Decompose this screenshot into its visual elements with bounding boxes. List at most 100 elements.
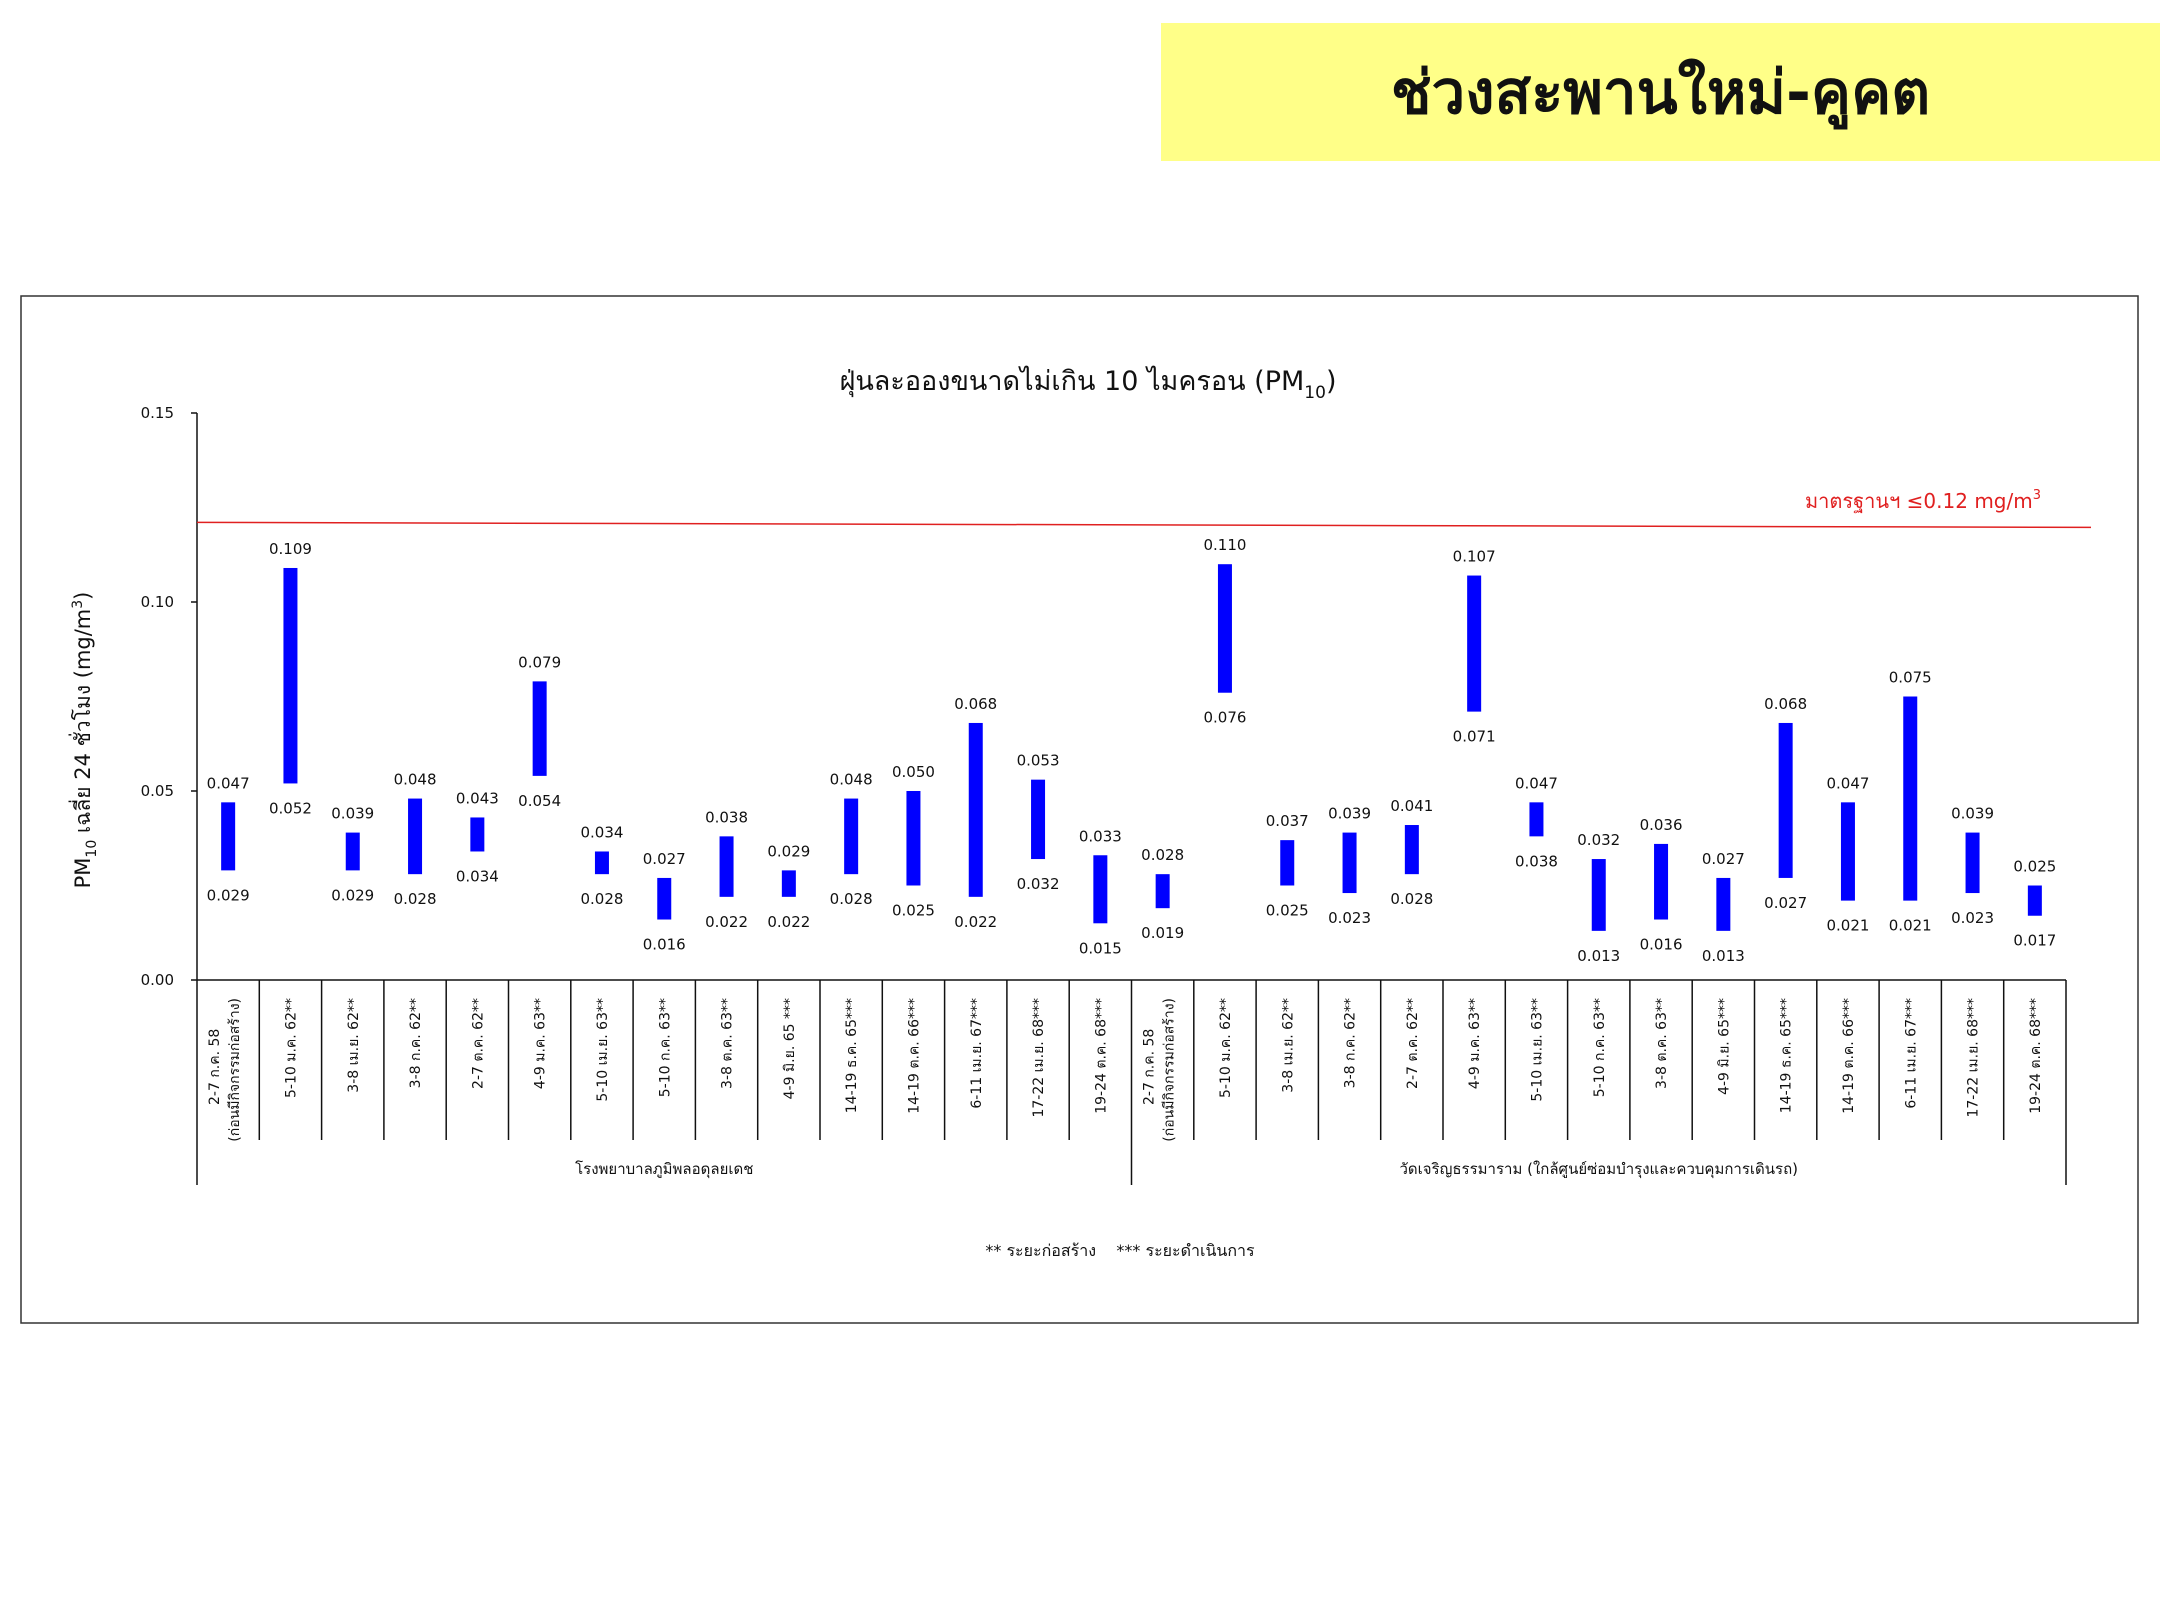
min-value-label: 0.013 <box>1702 947 1745 965</box>
range-bar <box>781 870 796 897</box>
x-category-label: 5-10 ก.ค. 63** <box>657 998 673 1097</box>
max-value-label: 0.050 <box>892 763 935 781</box>
y-tick-label: 0.10 <box>141 593 174 611</box>
min-value-label: 0.032 <box>1017 875 1060 893</box>
chart-title: ฝุ่นละอองขนาดไม่เกิน 10 ไมครอน (PM10) <box>840 366 1337 403</box>
x-category-label: 19-24 ต.ค. 68*** <box>1093 998 1109 1114</box>
max-value-label: 0.039 <box>1951 805 1994 823</box>
max-value-label: 0.043 <box>456 789 499 807</box>
min-value-label: 0.023 <box>1951 909 1994 927</box>
max-value-label: 0.079 <box>518 653 561 671</box>
max-value-label: 0.068 <box>1764 695 1807 713</box>
standard-label: มาตรฐานฯ ≤0.12 mg/m3 <box>1805 488 2041 513</box>
min-value-label: 0.023 <box>1328 909 1371 927</box>
range-bar <box>1031 779 1046 860</box>
range-bar <box>1467 575 1482 712</box>
min-value-label: 0.019 <box>1141 924 1184 942</box>
x-category-label: 6-11 เม.ย. 67*** <box>969 998 985 1109</box>
max-value-label: 0.047 <box>1515 774 1558 792</box>
min-value-label: 0.016 <box>643 936 686 954</box>
chart-frame <box>20 295 2139 1324</box>
min-value-label: 0.022 <box>705 913 748 931</box>
range-bar <box>906 791 921 886</box>
min-value-label: 0.021 <box>1826 917 1869 935</box>
x-category-label: 4-9 ม.ค. 63** <box>1467 998 1483 1089</box>
x-category-label: 3-8 เม.ย. 62** <box>346 998 362 1093</box>
range-bar <box>1965 832 1980 894</box>
max-value-label: 0.068 <box>954 695 997 713</box>
x-category-label: 3-8 ต.ค. 63** <box>720 998 736 1089</box>
min-value-label: 0.029 <box>331 886 374 904</box>
range-bar <box>221 802 236 871</box>
group-label: โรงพยาบาลภูมิพลอดุลยเดช <box>575 1160 753 1179</box>
x-category-label: 2-7 ก.ค. 58 <box>1142 1029 1158 1105</box>
min-value-label: 0.016 <box>1640 936 1683 954</box>
x-category-label: (ก่อนมีกิจกรรมก่อสร้าง) <box>1162 998 1178 1142</box>
x-category-label: 2-7 ต.ค. 62** <box>1405 998 1421 1089</box>
x-category-label: 14-19 ธ.ค. 65*** <box>844 998 860 1113</box>
range-bar <box>2027 885 2042 916</box>
x-category-label: 5-10 ม.ค. 62** <box>1218 998 1234 1098</box>
min-value-label: 0.022 <box>954 913 997 931</box>
x-category-label: 14-19 ธ.ค. 65*** <box>1779 998 1795 1113</box>
max-value-label: 0.041 <box>1390 797 1433 815</box>
max-value-label: 0.033 <box>1079 827 1122 845</box>
range-bar <box>1840 802 1855 901</box>
max-value-label: 0.038 <box>705 808 748 826</box>
x-category-label: 4-9 ม.ค. 63** <box>533 998 549 1089</box>
range-bar <box>719 836 734 897</box>
x-category-label: 5-10 ก.ค. 63** <box>1592 998 1608 1097</box>
min-value-label: 0.038 <box>1515 852 1558 870</box>
max-value-label: 0.075 <box>1889 669 1932 687</box>
min-value-label: 0.034 <box>456 867 499 885</box>
min-value-label: 0.013 <box>1577 947 1620 965</box>
range-bar <box>1716 877 1731 931</box>
min-value-label: 0.071 <box>1453 728 1496 746</box>
x-category-label: 5-10 ม.ค. 62** <box>283 998 299 1098</box>
max-value-label: 0.032 <box>1577 831 1620 849</box>
x-category-label: 5-10 เม.ย. 63** <box>595 998 611 1102</box>
max-value-label: 0.025 <box>2013 858 2056 876</box>
range-bar <box>532 681 547 776</box>
y-axis-label: PM10 เฉลี่ย 24 ชั่วโมง (mg/m3) <box>68 592 100 889</box>
range-bar <box>1280 840 1295 886</box>
group-label: วัดเจริญธรรมาราม (ใกล้ศูนย์ซ่อมบำรุงและค… <box>1399 1160 1798 1179</box>
y-tick-label: 0.05 <box>141 782 174 800</box>
min-value-label: 0.022 <box>767 913 810 931</box>
max-value-label: 0.027 <box>1702 850 1745 868</box>
page-title-banner: ช่วงสะพานใหม่-คูคต <box>1161 23 2160 161</box>
max-value-label: 0.107 <box>1453 548 1496 566</box>
x-category-label: 6-11 เม.ย. 67*** <box>1903 998 1919 1109</box>
min-value-label: 0.021 <box>1889 917 1932 935</box>
range-bar <box>594 851 609 875</box>
min-value-label: 0.052 <box>269 799 312 817</box>
x-category-label: 3-8 ต.ค. 63** <box>1654 998 1670 1089</box>
x-category-label: 3-8 เม.ย. 62** <box>1280 998 1296 1093</box>
range-bar <box>1654 843 1669 920</box>
max-value-label: 0.037 <box>1266 812 1309 830</box>
min-value-label: 0.025 <box>892 902 935 920</box>
max-value-label: 0.048 <box>830 771 873 789</box>
y-tick-label: 0.00 <box>141 971 174 989</box>
x-category-label: 4-9 มิ.ย. 65 *** <box>782 998 798 1099</box>
x-category-label: 14-19 ต.ค. 66*** <box>906 998 922 1114</box>
max-value-label: 0.048 <box>394 771 437 789</box>
standard-line <box>196 521 2092 529</box>
min-value-label: 0.015 <box>1079 939 1122 957</box>
range-bar <box>1591 859 1606 931</box>
page-title: ช่วงสะพานใหม่-คูคต <box>1390 57 1931 128</box>
max-value-label: 0.047 <box>207 774 250 792</box>
x-category-label: 2-7 ต.ค. 62** <box>470 998 486 1089</box>
range-bar <box>1903 696 1918 901</box>
min-value-label: 0.054 <box>518 792 561 810</box>
range-bar <box>1217 564 1232 693</box>
max-value-label: 0.028 <box>1141 846 1184 864</box>
x-category-label: 2-7 ก.ค. 58 <box>207 1029 223 1105</box>
min-value-label: 0.028 <box>830 890 873 908</box>
min-value-label: 0.028 <box>394 890 437 908</box>
min-value-label: 0.017 <box>2013 932 2056 950</box>
x-category-label: 5-10 เม.ย. 63** <box>1529 998 1545 1102</box>
range-bar <box>283 567 298 784</box>
range-bar <box>470 817 485 852</box>
max-value-label: 0.109 <box>269 540 312 558</box>
